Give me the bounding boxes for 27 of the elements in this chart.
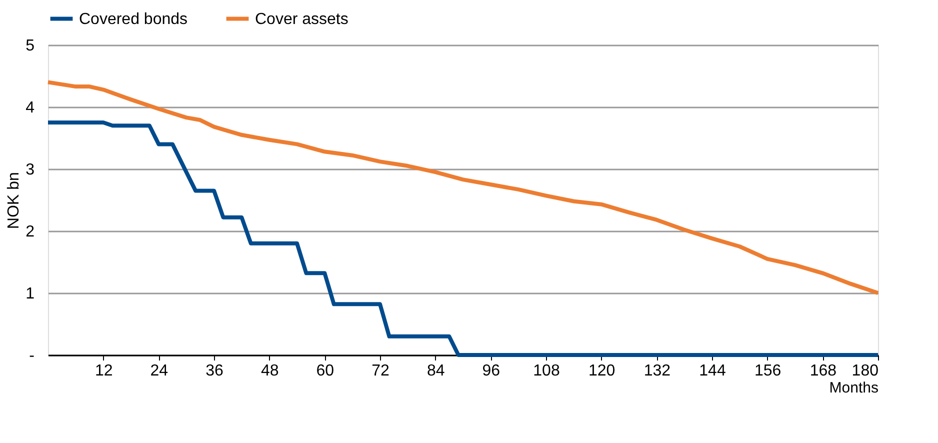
legend-label: Covered bonds — [79, 10, 188, 28]
x-tick-label: 72 — [372, 362, 390, 380]
line-series — [46, 80, 880, 295]
y-tick-label: 3 — [26, 162, 35, 178]
x-tick-label: 36 — [206, 362, 224, 380]
y-tick-label: 5 — [26, 38, 35, 54]
y-tick-label: 4 — [26, 100, 35, 116]
x-tick-label: 60 — [316, 362, 334, 380]
x-tick-label: 108 — [533, 362, 560, 380]
x-tick-label: 84 — [426, 362, 445, 380]
y-tick-label: - — [29, 348, 34, 364]
x-tick-label: 156 — [754, 362, 782, 380]
y-tick-label: 2 — [26, 224, 35, 240]
y-tick-label: 1 — [26, 286, 35, 302]
x-tick-label: 12 — [94, 362, 113, 380]
x-tick-label: 144 — [699, 362, 726, 380]
x-tick-label: 132 — [644, 362, 671, 380]
x-tick-label: 48 — [260, 362, 279, 380]
x-tick-label: 96 — [482, 362, 500, 380]
x-axis-title: Months — [829, 380, 878, 396]
x-tick-label: 168 — [810, 362, 837, 380]
x-tick-label: 180 — [852, 362, 879, 380]
x-tick-label: 24 — [150, 362, 168, 380]
line-series — [46, 120, 880, 357]
y-axis-title: NOK bn — [6, 172, 23, 229]
x-tick-label: 120 — [588, 362, 616, 380]
legend-label: Cover assets — [255, 10, 348, 28]
